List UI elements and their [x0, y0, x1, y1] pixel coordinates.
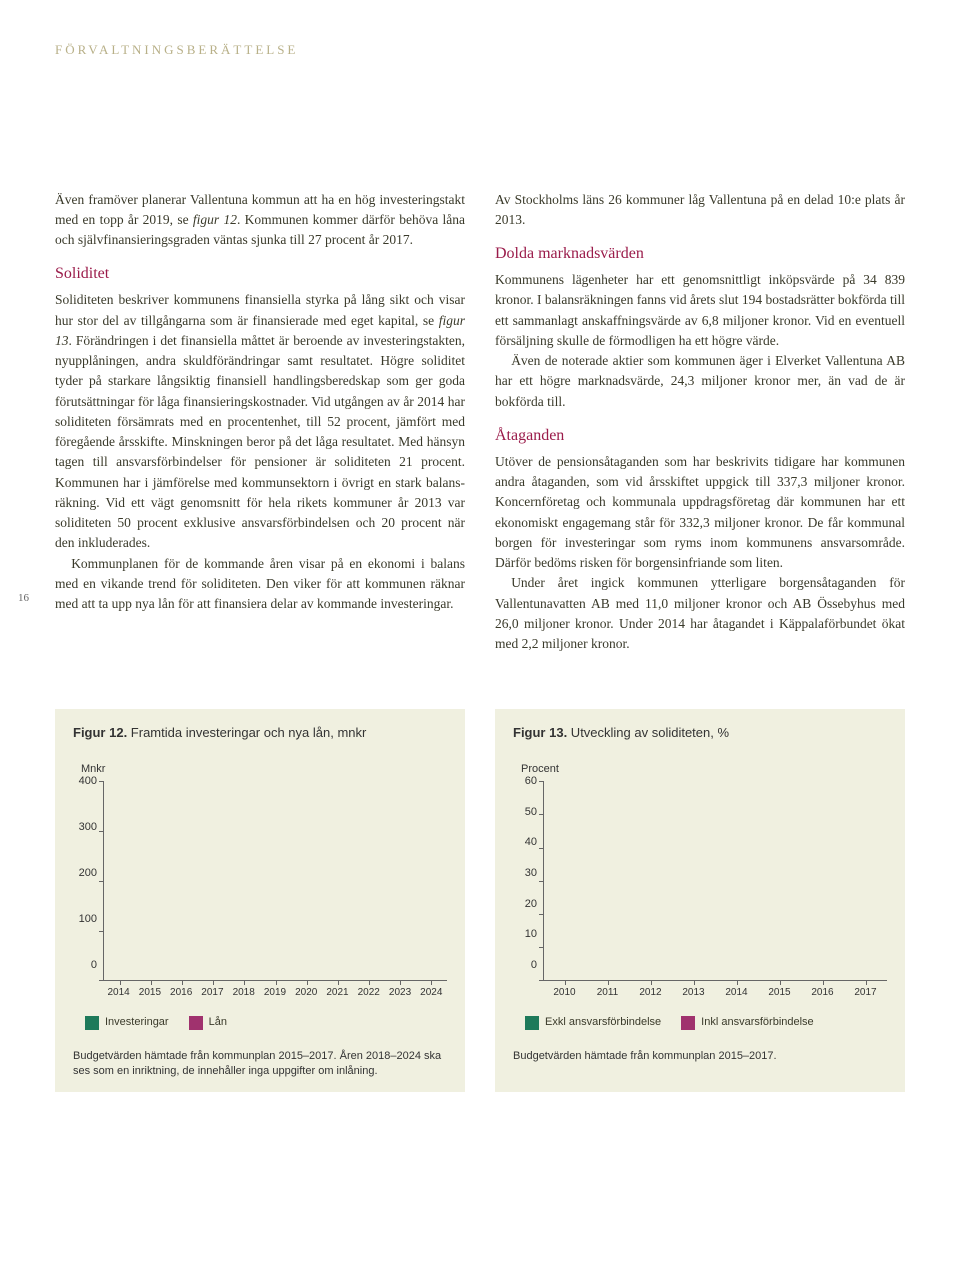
figure-12: Figur 12. Framtida investeringar och nya…: [55, 709, 465, 1091]
plot: [103, 781, 447, 981]
right-column: Av Stockholms läns 26 kommuner låg Valle…: [495, 190, 905, 655]
x-tick-label: 2018: [228, 985, 259, 1000]
y-tick-label: 300: [79, 819, 97, 836]
chart-title: Figur 13. Utveckling av soliditeten, %: [513, 723, 887, 743]
x-tick-label: 2019: [259, 985, 290, 1000]
x-tick-label: 2023: [384, 985, 415, 1000]
chart-plot-area: 6050403020100: [513, 781, 887, 981]
y-tick-label: 20: [525, 895, 537, 912]
legend-label: Exkl ansvarsförbindelse: [545, 1014, 661, 1031]
subheading-dolda: Dolda marknadsvärden: [495, 242, 905, 266]
paragraph: Soliditeten beskriver kommunens finansie…: [55, 290, 465, 553]
x-axis-labels: 2014201520162017201820192020202120222023…: [103, 985, 447, 1000]
plot: [543, 781, 887, 981]
x-tick-label: 2024: [416, 985, 447, 1000]
left-column: Även framöver planerar Vallentuna kommun…: [55, 190, 465, 655]
y-tick-label: 10: [525, 926, 537, 943]
x-tick-label: 2017: [197, 985, 228, 1000]
legend-item: Lån: [189, 1014, 227, 1031]
y-tick-label: 100: [79, 911, 97, 928]
paragraph: Även framöver planerar Vallentuna kommun…: [55, 190, 465, 251]
chart-title-text: Framtida investeringar och nya lån, mnkr: [127, 725, 366, 740]
figure-13: Figur 13. Utveckling av soliditeten, % P…: [495, 709, 905, 1091]
x-tick-label: 2022: [353, 985, 384, 1000]
x-tick-label: 2014: [715, 985, 758, 1000]
text-columns: Även framöver planerar Vallentuna kommun…: [55, 190, 905, 655]
paragraph: Av Stockholms läns 26 kommuner låg Valle…: [495, 190, 905, 231]
section-header: FÖRVALTNINGSBERÄTTELSE: [55, 40, 905, 60]
page: FÖRVALTNINGSBERÄTTELSE 16 Även framöver …: [0, 0, 960, 1122]
page-number: 16: [18, 590, 29, 607]
x-tick-label: 2012: [629, 985, 672, 1000]
x-tick-label: 2014: [103, 985, 134, 1000]
y-axis-label: Procent: [521, 761, 887, 778]
y-axis-label: Mnkr: [81, 761, 447, 778]
paragraph: Även de noterade aktier som kommunen äge…: [495, 351, 905, 412]
chart-title-text: Utveckling av soliditeten, %: [567, 725, 729, 740]
legend: Investeringar Lån: [85, 1014, 447, 1031]
chart-title-prefix: Figur 13.: [513, 725, 567, 740]
x-tick-label: 2010: [543, 985, 586, 1000]
legend-swatch: [85, 1016, 99, 1030]
y-tick-label: 200: [79, 865, 97, 882]
legend-swatch: [189, 1016, 203, 1030]
legend-item: Exkl ansvarsförbindelse: [525, 1014, 661, 1031]
paragraph: Utöver de pensionsåtaganden som har besk…: [495, 452, 905, 574]
legend-label: Inkl ansvarsförbindelse: [701, 1014, 814, 1031]
y-tick-label: 0: [91, 957, 97, 974]
paragraph: Under året ingick kommunen ytterligare b…: [495, 573, 905, 654]
y-tick-label: 30: [525, 865, 537, 882]
x-tick-label: 2013: [672, 985, 715, 1000]
paragraph: Kommunens lägenheter har ett genomsnittl…: [495, 270, 905, 351]
chart-caption: Budgetvärden hämtade från kommunplan 201…: [513, 1049, 887, 1064]
y-tick-label: 60: [525, 773, 537, 790]
y-tick-label: 50: [525, 804, 537, 821]
chart-caption: Budgetvärden hämtade från kommunplan 201…: [73, 1049, 447, 1080]
legend: Exkl ansvarsförbindelse Inkl ansvarsförbi…: [525, 1014, 887, 1031]
x-tick-label: 2016: [166, 985, 197, 1000]
legend-label: Investeringar: [105, 1014, 169, 1031]
y-tick-label: 400: [79, 773, 97, 790]
x-tick-label: 2015: [758, 985, 801, 1000]
chart-plot-area: 4003002001000: [73, 781, 447, 981]
subheading-soliditet: Soliditet: [55, 262, 465, 286]
charts-row: Figur 12. Framtida investeringar och nya…: [55, 709, 905, 1091]
legend-item: Investeringar: [85, 1014, 169, 1031]
x-tick-label: 2011: [586, 985, 629, 1000]
paragraph: Kommunplanen för de kommande åren visar …: [55, 554, 465, 615]
subheading-ataganden: Åtaganden: [495, 424, 905, 448]
x-axis-labels: 20102011201220132014201520162017: [543, 985, 887, 1000]
bars: [104, 781, 447, 980]
y-tick-label: 40: [525, 834, 537, 851]
x-tick-label: 2021: [322, 985, 353, 1000]
bars: [544, 781, 887, 980]
y-tick-label: 0: [531, 956, 537, 973]
x-tick-label: 2016: [801, 985, 844, 1000]
legend-swatch: [681, 1016, 695, 1030]
x-tick-label: 2020: [291, 985, 322, 1000]
legend-item: Inkl ansvarsförbindelse: [681, 1014, 814, 1031]
chart-title: Figur 12. Framtida investeringar och nya…: [73, 723, 447, 743]
legend-label: Lån: [209, 1014, 227, 1031]
x-tick-label: 2015: [134, 985, 165, 1000]
legend-swatch: [525, 1016, 539, 1030]
x-tick-label: 2017: [844, 985, 887, 1000]
chart-title-prefix: Figur 12.: [73, 725, 127, 740]
